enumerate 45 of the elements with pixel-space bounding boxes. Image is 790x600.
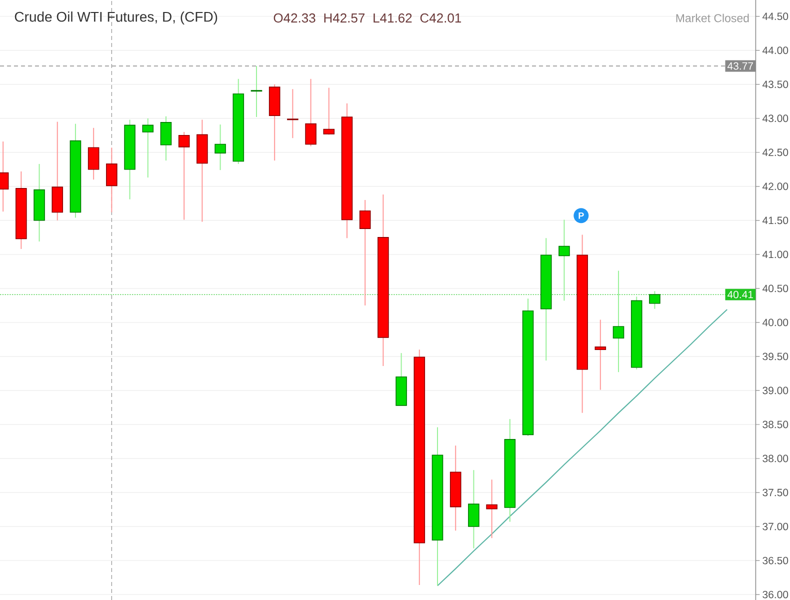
y-tick-label: 44.50	[762, 12, 788, 20]
text: Crude Oil WTI Futures, D, (CFD)	[14, 11, 218, 25]
candlestick	[594, 319, 606, 390]
y-tick-label: 40.50	[762, 284, 788, 292]
ref-line-label: 40.41	[727, 290, 753, 298]
candlestick	[214, 124, 226, 171]
candlestick	[160, 116, 172, 162]
candlestick	[558, 219, 570, 302]
y-tick-label: 41.00	[762, 250, 788, 258]
ref-line-label: 43.77	[727, 62, 753, 70]
line-series	[436, 308, 728, 586]
candlestick	[612, 270, 624, 373]
candlestick	[88, 127, 100, 180]
y-tick-label: 42.50	[762, 148, 788, 156]
y-tick-label: 43.00	[762, 114, 788, 122]
y-tick-label: 44.00	[762, 46, 788, 54]
candlestick	[142, 118, 154, 178]
candlestick	[178, 131, 190, 220]
candlestick	[359, 200, 371, 306]
candlestick	[106, 147, 118, 213]
y-tick-label: 39.50	[762, 352, 788, 360]
annotation: Market Closed	[676, 14, 749, 22]
y-tick-label: 43.50	[762, 80, 788, 88]
candlestick	[250, 65, 262, 118]
candlestick	[649, 290, 660, 310]
annotation: O42.33	[274, 13, 316, 23]
candlestick	[486, 479, 498, 539]
y-tick-label: 36.00	[762, 590, 788, 598]
annotation: P	[578, 212, 584, 219]
y-tick-label: 39.00	[762, 386, 788, 394]
candlestick	[323, 87, 335, 136]
annotation: C42.01	[420, 13, 462, 23]
y-tick-label: 42.00	[762, 182, 788, 190]
y-tick-label: 37.50	[762, 488, 788, 496]
candlestick	[468, 470, 480, 549]
candlestick	[287, 88, 298, 139]
annotation: H42.57	[324, 13, 364, 23]
y-tick-label: 41.50	[762, 216, 788, 224]
y-tick-label: 38.00	[762, 454, 788, 462]
y-tick-label: 37.00	[762, 522, 788, 530]
y-tick-label: 36.50	[762, 556, 788, 564]
y-tick-label: 38.50	[762, 420, 788, 428]
annotation: L41.62	[374, 13, 412, 23]
y-tick-label: 40.00	[762, 318, 788, 326]
candlestick	[305, 78, 316, 147]
